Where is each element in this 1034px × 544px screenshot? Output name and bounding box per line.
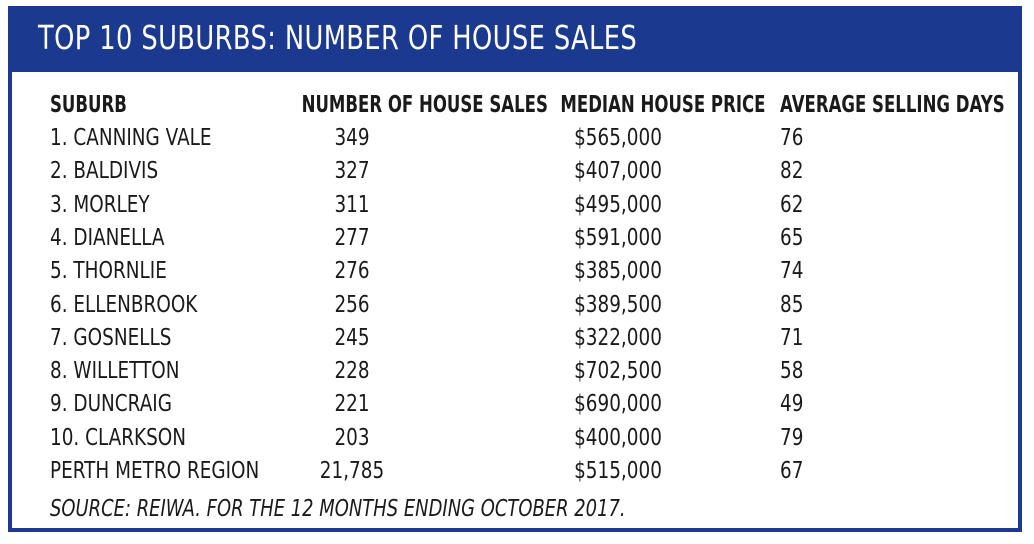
table-cell-price: $389,500 bbox=[574, 291, 662, 318]
source-note: SOURCE: REIWA. FOR THE 12 MONTHS ENDING … bbox=[50, 496, 626, 522]
table-cell-price: $322,000 bbox=[574, 324, 662, 351]
table-cell-suburb: PERTH METRO REGION bbox=[50, 458, 260, 484]
table-cell-sales: 245 bbox=[334, 324, 370, 351]
column-header-days: AVERAGE SELLING DAYS bbox=[780, 92, 1005, 118]
table-cell-suburb: 8. WILLETTON bbox=[50, 358, 180, 385]
table-cell-price: $385,000 bbox=[574, 258, 662, 285]
table-cell-days: 74 bbox=[780, 258, 804, 285]
table-frame: TOP 10 SUBURBS: NUMBER OF HOUSE SALES SU… bbox=[8, 6, 1022, 532]
table-cell-days: 62 bbox=[780, 191, 804, 218]
table-cell-price: $702,500 bbox=[574, 358, 662, 385]
table-cell-suburb: 9. DUNCRAIG bbox=[50, 391, 172, 418]
table-cell-sales: 349 bbox=[334, 125, 370, 151]
table-cell-days: 49 bbox=[780, 391, 804, 418]
table-cell-price: $407,000 bbox=[574, 158, 662, 185]
table-cell-price: $495,000 bbox=[574, 191, 662, 218]
table-cell-days: 76 bbox=[780, 125, 804, 151]
table-cell-suburb: 3. MORLEY bbox=[50, 191, 150, 218]
table-cell-sales: 311 bbox=[334, 191, 370, 218]
column-header-sales: NUMBER OF HOUSE SALES bbox=[301, 92, 548, 118]
table-cell-suburb: 5. THORNLIE bbox=[50, 258, 167, 285]
table-cell-price: $591,000 bbox=[574, 224, 662, 251]
table-cell-price: $515,000 bbox=[574, 458, 662, 484]
table-cell-suburb: 1. CANNING VALE bbox=[50, 125, 212, 151]
table-cell-days: 85 bbox=[780, 291, 804, 318]
table-cell-sales: 256 bbox=[334, 291, 370, 318]
table-cell-sales: 228 bbox=[334, 358, 370, 385]
table-cell-days: 82 bbox=[780, 158, 804, 185]
table-cell-days: 71 bbox=[780, 324, 804, 351]
table-cell-sales: 327 bbox=[334, 158, 370, 185]
table-cell-days: 67 bbox=[780, 458, 804, 484]
table-cell-price: $690,000 bbox=[574, 391, 662, 418]
table-cell-price: $565,000 bbox=[574, 125, 662, 151]
table-cell-suburb: 2. BALDIVIS bbox=[50, 158, 159, 185]
table-cell-suburb: 6. ELLENBROOK bbox=[50, 291, 198, 318]
table-cell-suburb: 7. GOSNELLS bbox=[50, 324, 172, 351]
table-cell-price: $400,000 bbox=[574, 424, 662, 451]
table-cell-days: 65 bbox=[780, 224, 804, 251]
table-cell-sales: 21,785 bbox=[319, 458, 385, 484]
table-cell-days: 58 bbox=[780, 358, 804, 385]
table-cell-sales: 276 bbox=[334, 258, 370, 285]
column-header-price: MEDIAN HOUSE PRICE bbox=[560, 92, 766, 118]
table-cell-sales: 277 bbox=[334, 224, 370, 251]
table-cell-suburb: 10. CLARKSON bbox=[50, 424, 186, 451]
table-cell-sales: 203 bbox=[334, 424, 370, 451]
table-title: TOP 10 SUBURBS: NUMBER OF HOUSE SALES bbox=[38, 18, 638, 57]
title-bar: TOP 10 SUBURBS: NUMBER OF HOUSE SALES bbox=[12, 10, 1018, 72]
table-cell-days: 79 bbox=[780, 424, 804, 451]
column-header-suburb: SUBURB bbox=[50, 92, 127, 118]
table-cell-sales: 221 bbox=[334, 391, 370, 418]
table-cell-suburb: 4. DIANELLA bbox=[50, 224, 165, 251]
